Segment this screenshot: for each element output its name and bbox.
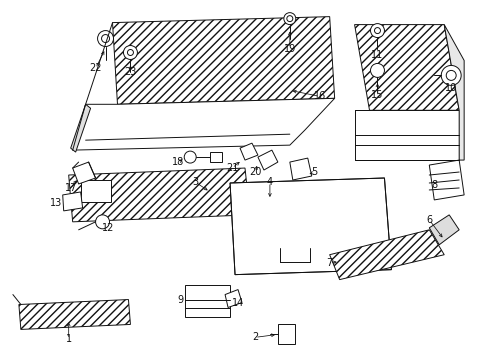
Polygon shape	[354, 24, 458, 110]
Circle shape	[184, 151, 196, 163]
Polygon shape	[210, 152, 222, 162]
Polygon shape	[289, 158, 311, 180]
Circle shape	[286, 15, 292, 22]
Polygon shape	[258, 150, 277, 170]
Text: 10: 10	[444, 84, 456, 93]
Text: 9: 9	[177, 294, 183, 305]
Polygon shape	[229, 178, 390, 275]
Text: 1: 1	[65, 334, 72, 345]
Circle shape	[283, 13, 295, 24]
Text: 23: 23	[124, 67, 136, 77]
Polygon shape	[443, 24, 463, 160]
Text: 7: 7	[326, 258, 332, 268]
Text: 17: 17	[64, 183, 77, 193]
Circle shape	[440, 66, 460, 85]
Polygon shape	[185, 285, 229, 318]
Polygon shape	[73, 98, 334, 150]
Bar	[81, 180, 110, 202]
Polygon shape	[73, 162, 95, 184]
Polygon shape	[224, 289, 242, 307]
Polygon shape	[71, 104, 90, 152]
Circle shape	[98, 31, 113, 46]
Text: 15: 15	[370, 90, 383, 100]
Text: 5: 5	[311, 167, 317, 177]
Circle shape	[95, 215, 109, 229]
Polygon shape	[329, 230, 443, 280]
Text: 13: 13	[49, 198, 61, 208]
Text: 18: 18	[172, 157, 184, 167]
Text: 12: 12	[102, 223, 115, 233]
Text: 3: 3	[192, 177, 198, 187]
Text: 4: 4	[266, 177, 272, 187]
Circle shape	[374, 28, 380, 33]
Text: 22: 22	[89, 63, 102, 73]
Circle shape	[102, 35, 109, 42]
Text: 16: 16	[313, 91, 325, 101]
Polygon shape	[354, 110, 458, 160]
Text: 2: 2	[251, 332, 258, 342]
Text: 14: 14	[231, 297, 244, 307]
Polygon shape	[62, 192, 82, 211]
Circle shape	[127, 50, 133, 55]
Text: 19: 19	[283, 44, 295, 54]
Circle shape	[370, 63, 384, 77]
Circle shape	[123, 45, 137, 59]
Polygon shape	[428, 160, 463, 200]
Text: 8: 8	[430, 180, 436, 190]
Polygon shape	[428, 215, 458, 245]
Polygon shape	[68, 168, 249, 222]
Text: 21: 21	[225, 163, 238, 173]
Text: 20: 20	[248, 167, 261, 177]
Circle shape	[446, 71, 455, 80]
Circle shape	[370, 24, 384, 37]
Text: 6: 6	[426, 215, 431, 225]
Polygon shape	[19, 300, 130, 329]
Text: 11: 11	[370, 50, 383, 60]
Polygon shape	[112, 17, 334, 104]
Polygon shape	[277, 324, 294, 345]
Polygon shape	[240, 143, 258, 160]
